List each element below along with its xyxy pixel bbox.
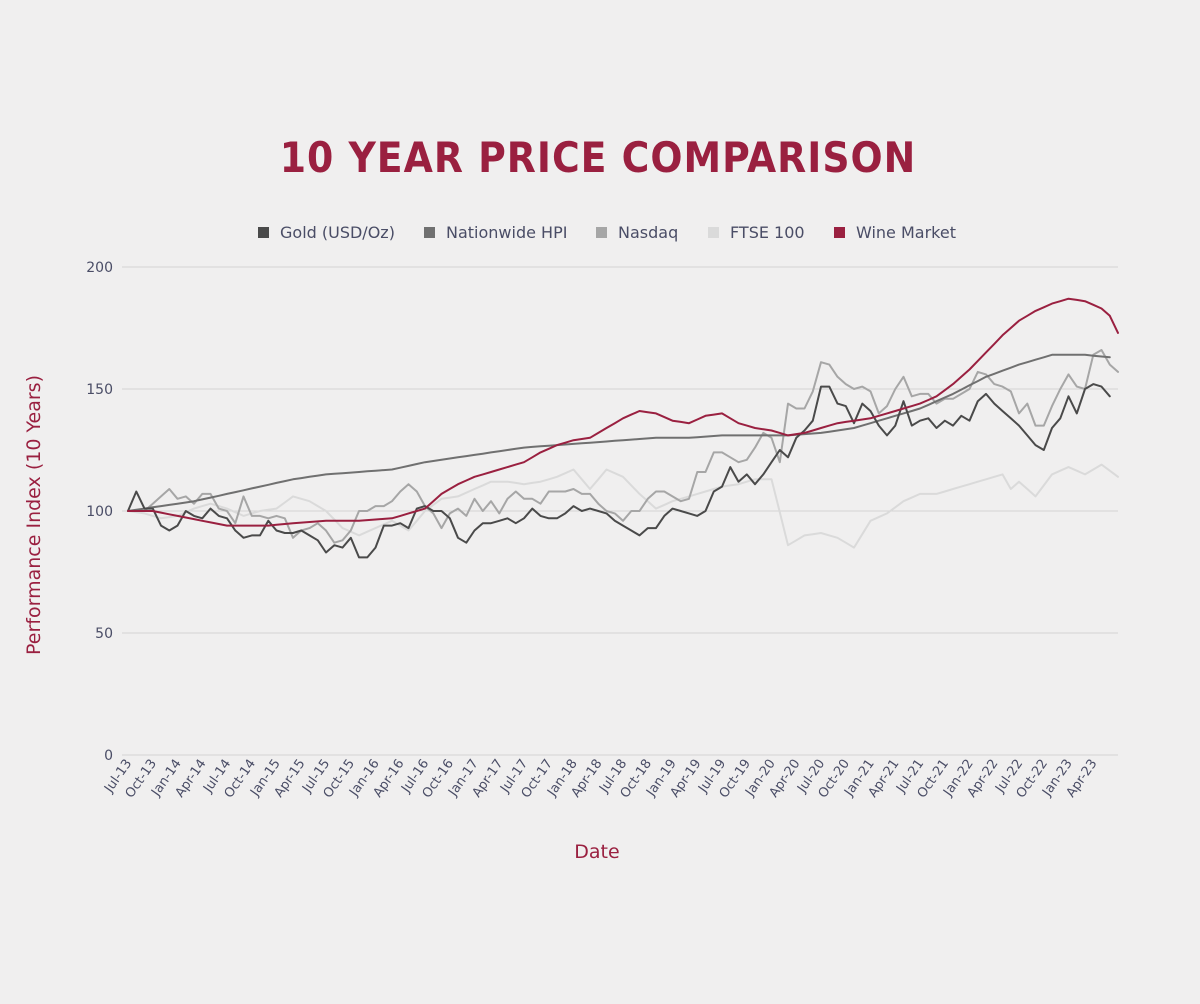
y-tick-label: 200 <box>86 260 113 276</box>
y-tick-label: 50 <box>95 626 113 642</box>
y-tick-label: 0 <box>104 748 113 764</box>
legend-label: FTSE 100 <box>730 223 805 242</box>
legend-item: FTSE 100 <box>708 223 805 242</box>
legend-label: Nationwide HPI <box>446 223 567 242</box>
x-axis-ticks: Jul-13Oct-13Jan-14Apr-14Jul-14Oct-14Jan-… <box>101 757 1100 801</box>
legend-swatch <box>708 227 719 238</box>
legend-swatch <box>258 227 269 238</box>
legend-label: Gold (USD/Oz) <box>280 223 395 242</box>
legend-item: Nasdaq <box>596 223 678 242</box>
legend-label: Nasdaq <box>618 223 678 242</box>
y-tick-label: 100 <box>86 504 113 520</box>
chart-title: 10 YEAR PRICE COMPARISON <box>280 133 917 182</box>
gridlines <box>122 266 1118 756</box>
x-axis-label: Date <box>574 841 619 863</box>
series-line-ftse-100 <box>127 463 1119 549</box>
series-lines <box>127 297 1119 559</box>
series-line-gold-usd-oz <box>127 383 1111 559</box>
legend-swatch <box>596 227 607 238</box>
y-tick-label: 150 <box>86 382 113 398</box>
series-line-nasdaq <box>127 349 1119 544</box>
series-line-nationwide-hpi <box>127 353 1111 512</box>
legend-item: Gold (USD/Oz) <box>258 223 395 242</box>
legend-item: Nationwide HPI <box>424 223 567 242</box>
legend-label: Wine Market <box>856 223 956 242</box>
legend: Gold (USD/Oz) Nationwide HPI Nasdaq FTSE 10… <box>258 223 956 242</box>
series-line-wine-market <box>127 297 1119 527</box>
legend-swatch <box>834 227 845 238</box>
legend-swatch <box>424 227 435 238</box>
y-axis-ticks: 0 50 100 150 200 <box>86 260 113 764</box>
y-axis-label: Performance Index (10 Years) <box>23 375 45 655</box>
legend-item: Wine Market <box>834 223 956 242</box>
